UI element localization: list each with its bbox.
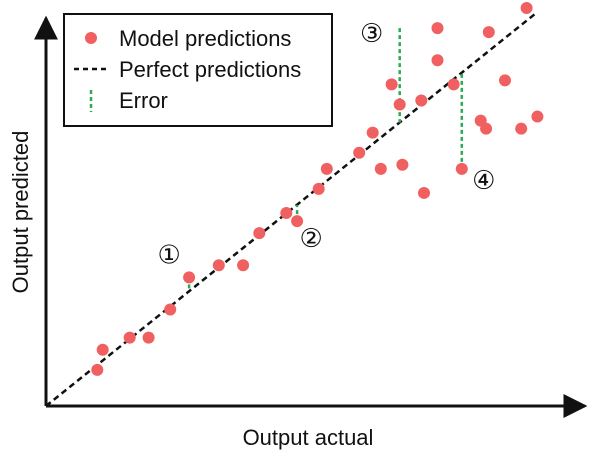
data-point [531, 110, 544, 123]
error-callout-2: ② [299, 224, 322, 254]
data-point [482, 26, 495, 39]
error-callout-4: ④ [472, 166, 495, 196]
x-axis-title: Output actual [243, 425, 374, 450]
data-point [366, 126, 379, 139]
data-point [291, 215, 304, 228]
data-point [520, 2, 533, 15]
data-point [431, 22, 444, 35]
model-predictions-layer [91, 2, 544, 376]
data-point [123, 331, 136, 344]
legend-label-perfect-predictions: Perfect predictions [119, 57, 301, 82]
data-point [91, 363, 104, 376]
data-point [237, 259, 250, 272]
data-point [212, 259, 225, 272]
data-point [499, 74, 511, 87]
data-point [431, 54, 444, 67]
data-point [415, 94, 428, 107]
data-point [253, 227, 266, 240]
data-point [455, 162, 468, 175]
error-callout-1: ① [157, 240, 180, 270]
data-point [393, 98, 406, 111]
data-point [374, 162, 387, 175]
legend-label-error: Error [119, 88, 168, 113]
legend-marker-model-predictions [85, 32, 97, 44]
data-point [515, 122, 528, 135]
data-point [96, 343, 109, 356]
data-point [320, 162, 333, 175]
data-point [385, 78, 398, 91]
y-axis-title: Output predicted [8, 131, 33, 294]
data-point [396, 158, 409, 171]
error-callouts-layer: ① ② ③ ④ [157, 19, 495, 270]
legend-box [63, 13, 333, 127]
data-point [312, 182, 325, 195]
data-point [183, 271, 196, 284]
legend-label-model-predictions: Model predictions [119, 26, 291, 51]
data-point [447, 78, 460, 91]
data-point [164, 303, 177, 316]
data-point [280, 207, 293, 220]
error-callout-3: ③ [360, 19, 383, 49]
data-point [480, 122, 493, 135]
data-point [418, 186, 430, 199]
data-point [353, 146, 366, 159]
data-point [142, 331, 155, 344]
legend: Model predictions Perfect predictions Er… [63, 13, 333, 127]
